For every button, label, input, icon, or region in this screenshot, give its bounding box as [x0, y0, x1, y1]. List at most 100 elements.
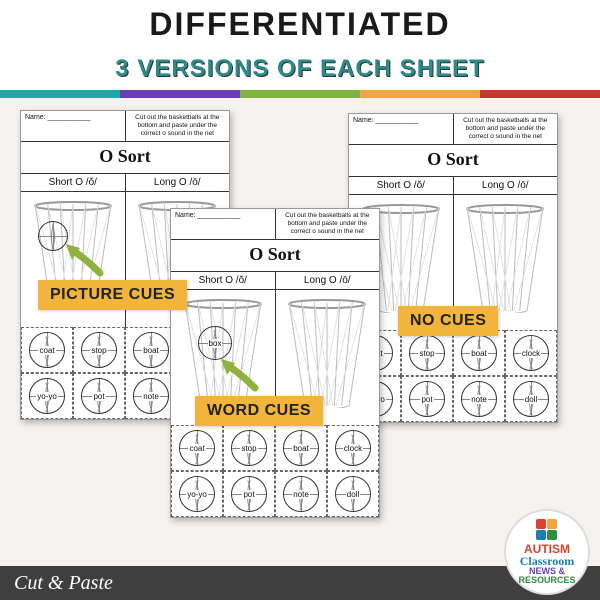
basketball-icon: boat — [133, 332, 169, 368]
ball-word: pot — [242, 490, 255, 499]
brand-logo: AUTISMClassroomNEWS &RESOURCES — [504, 509, 590, 595]
ball-word: pot — [420, 395, 433, 404]
cut-cell: pot — [223, 471, 275, 517]
cut-cell: yo-yo — [171, 471, 223, 517]
cut-cell: yo-yo — [21, 373, 73, 419]
basketball-icon: coat — [179, 430, 215, 466]
basketball-icon: clock — [513, 335, 549, 371]
ball-word: note — [470, 395, 488, 404]
ball-word: yo-yo — [36, 392, 58, 401]
worksheet-word_cues: Name: ___________ Cut out the basketball… — [170, 208, 380, 518]
cut-cell: stop — [73, 327, 125, 373]
basketball-icon: pot — [81, 378, 117, 414]
ball-word: note — [142, 392, 160, 401]
ball-word: coat — [188, 444, 205, 453]
ws-cut-grid: coat stop boat clock yo-yo pot note doll — [349, 330, 557, 422]
name-field: Name: ___________ — [349, 114, 454, 144]
cut-cell: pot — [73, 373, 125, 419]
cut-cell: stop — [223, 425, 275, 471]
basketball-icon: stop — [81, 332, 117, 368]
ws-top-row: Name: ___________ Cut out the basketball… — [21, 111, 229, 142]
col-short: Short O /ŏ/ — [349, 177, 454, 194]
cut-cell: pot — [401, 376, 453, 422]
cut-cell: boat — [275, 425, 327, 471]
cut-cell: coat — [171, 425, 223, 471]
basketball-icon: note — [461, 381, 497, 417]
net-icon — [465, 203, 545, 313]
ws-column-headers: Short O /ŏ/ Long O /ō/ — [21, 174, 229, 192]
ball-word: boat — [142, 346, 160, 355]
ball-word: coat — [38, 346, 55, 355]
ball-word: clock — [343, 444, 363, 453]
col-long: Long O /ō/ — [454, 177, 558, 194]
ball-word: stop — [240, 444, 257, 453]
col-long: Long O /ō/ — [276, 272, 380, 289]
main-title: DIFFERENTIATED — [149, 6, 450, 43]
color-segment — [120, 90, 240, 98]
cut-cell: coat — [21, 327, 73, 373]
basketball-icon: yo-yo — [179, 476, 215, 512]
ball-word: pot — [92, 392, 105, 401]
col-short: Short O /ŏ/ — [21, 174, 126, 191]
basketball-icon: clock — [335, 430, 371, 466]
instructions: Cut out the basketballs at the bottom an… — [126, 111, 230, 141]
cut-cell: stop — [401, 330, 453, 376]
ws-cut-grid: coat stop boat clock yo-yo pot note doll — [171, 425, 379, 517]
ws-title: O Sort — [21, 142, 229, 174]
name-field: Name: ___________ — [171, 209, 276, 239]
cut-cell: doll — [505, 376, 557, 422]
logo-line: RESOURCES — [518, 576, 575, 585]
cut-cell: note — [453, 376, 505, 422]
color-segment — [240, 90, 360, 98]
subtitle-band: 3 VERSIONS OF EACH SHEET — [0, 48, 600, 90]
color-segment — [480, 90, 600, 98]
net-icon — [287, 298, 367, 408]
ws-title: O Sort — [171, 240, 379, 272]
ws-column-headers: Short O /ŏ/ Long O /ō/ — [171, 272, 379, 290]
header-banner: DIFFERENTIATED — [0, 0, 600, 48]
instructions: Cut out the basketballs at the bottom an… — [454, 114, 558, 144]
basketball-icon: coat — [29, 332, 65, 368]
ball-word: doll — [346, 490, 360, 499]
basketball-icon: pot — [231, 476, 267, 512]
ws-title: O Sort — [349, 145, 557, 177]
basketball-icon: note — [133, 378, 169, 414]
basketball-icon: boat — [283, 430, 319, 466]
instructions: Cut out the basketballs at the bottom an… — [276, 209, 380, 239]
basketball-icon: stop — [409, 335, 445, 371]
basketball-icon: doll — [513, 381, 549, 417]
ball-word: stop — [418, 349, 435, 358]
callout-label: WORD CUES — [195, 396, 323, 426]
color-strip — [0, 90, 600, 98]
basketball-icon: boat — [461, 335, 497, 371]
cut-cell: doll — [327, 471, 379, 517]
ball-word: boat — [292, 444, 310, 453]
basketball-icon: doll — [335, 476, 371, 512]
ball-word: doll — [524, 395, 538, 404]
ball-word: boat — [470, 349, 488, 358]
ball-word: stop — [90, 346, 107, 355]
cut-cell: clock — [327, 425, 379, 471]
footer-text: Cut & Paste — [14, 572, 113, 595]
example-word: box — [208, 339, 223, 348]
cut-cell: clock — [505, 330, 557, 376]
ws-column-headers: Short O /ŏ/ Long O /ō/ — [349, 177, 557, 195]
basketball-icon: stop — [231, 430, 267, 466]
puzzle-icon — [536, 519, 558, 540]
ws-top-row: Name: ___________ Cut out the basketball… — [349, 114, 557, 145]
callout-label: PICTURE CUES — [38, 280, 187, 310]
ws-top-row: Name: ___________ Cut out the basketball… — [171, 209, 379, 240]
color-segment — [360, 90, 480, 98]
subtitle: 3 VERSIONS OF EACH SHEET — [115, 55, 484, 83]
basketball-icon: yo-yo — [29, 378, 65, 414]
ball-word: note — [292, 490, 310, 499]
name-field: Name: ___________ — [21, 111, 126, 141]
cut-cell: boat — [453, 330, 505, 376]
basketball-icon: note — [283, 476, 319, 512]
ball-word: yo-yo — [186, 490, 208, 499]
basketball-icon: pot — [409, 381, 445, 417]
callout-label: NO CUES — [398, 306, 498, 336]
cut-cell: note — [275, 471, 327, 517]
content-area: Name: ___________ Cut out the basketball… — [0, 98, 600, 566]
ball-word: clock — [521, 349, 541, 358]
